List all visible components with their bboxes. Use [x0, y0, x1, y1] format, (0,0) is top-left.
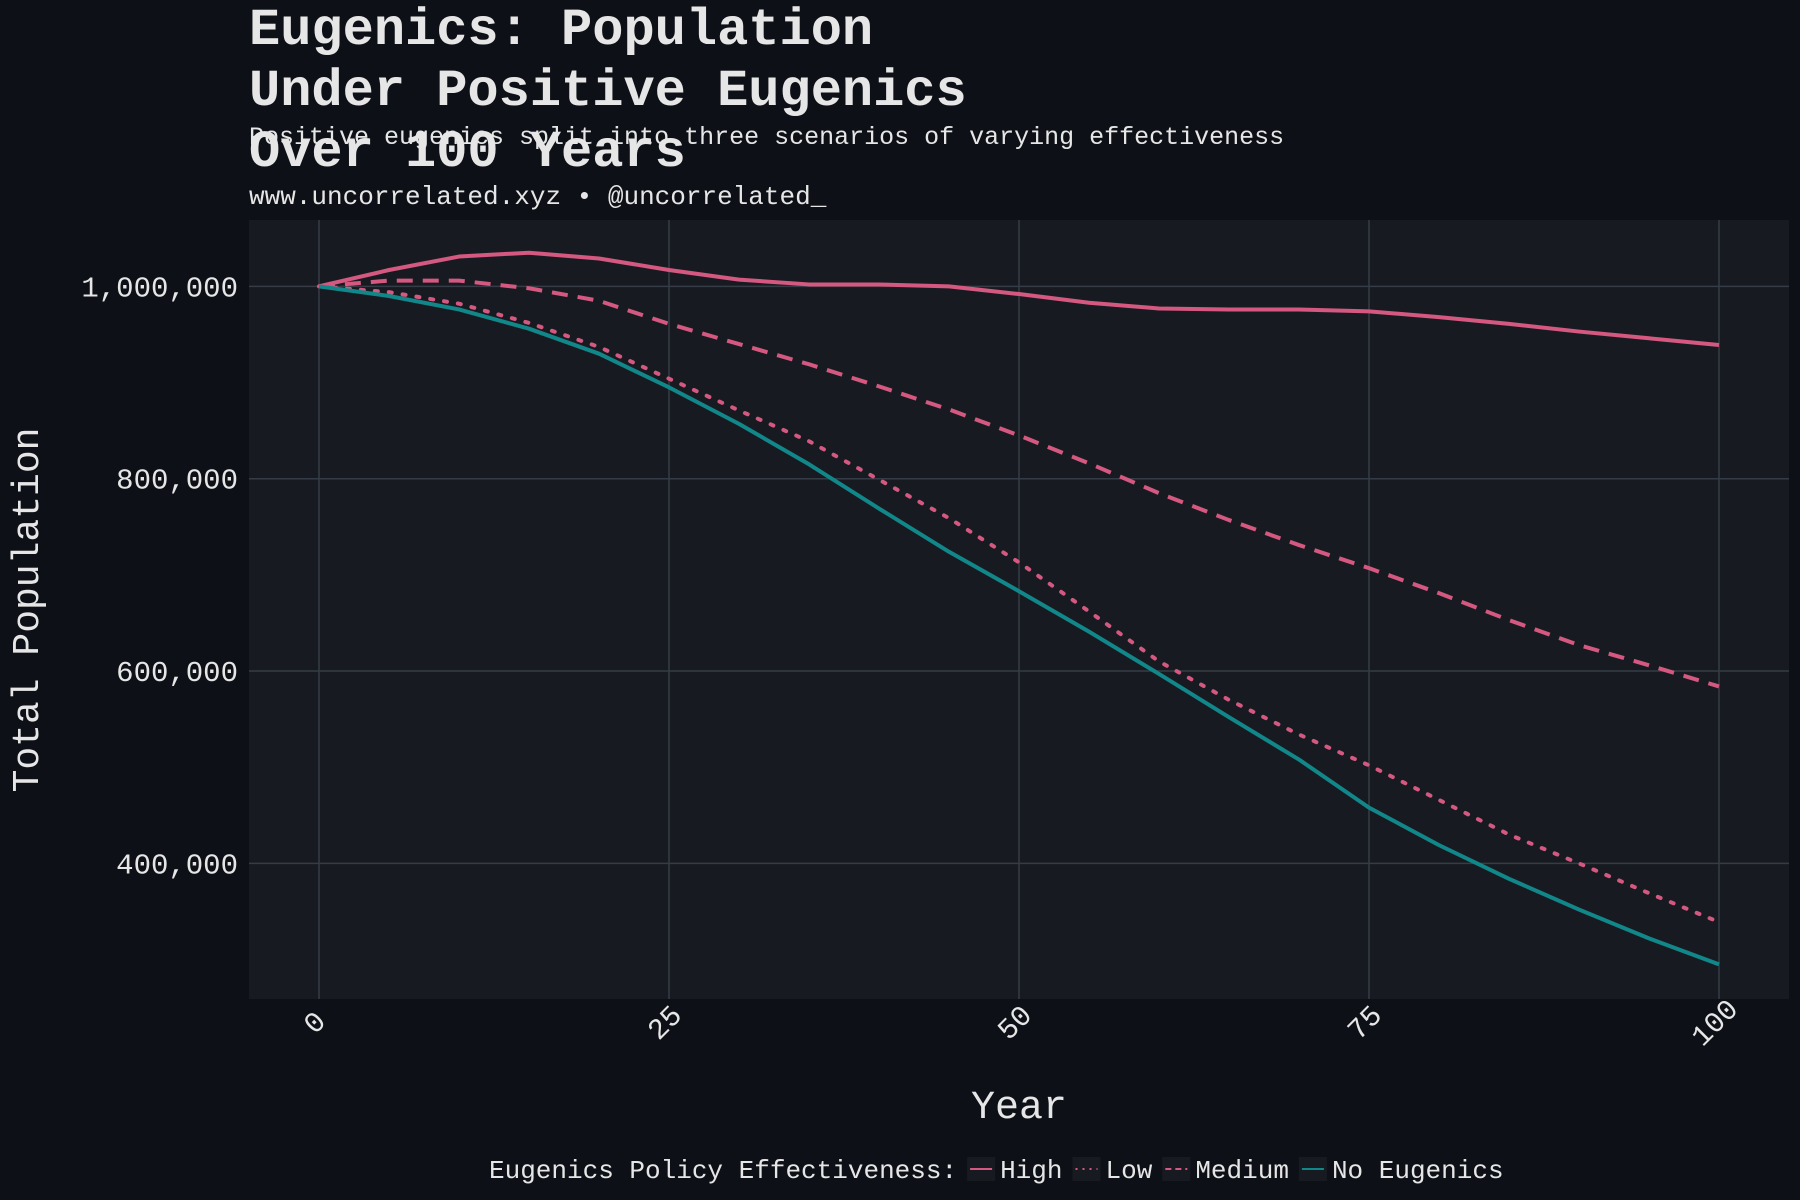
y-tick-label: 600,000 — [116, 657, 238, 690]
legend-label: Low — [1106, 1156, 1153, 1186]
chart-subtitle: Positive eugenics split into three scena… — [249, 123, 1284, 152]
legend-title: Eugenics Policy Effectiveness: — [489, 1156, 957, 1186]
legend-label: No Eugenics — [1332, 1156, 1504, 1186]
chart-title: Eugenics: Population Under Positive Eugen… — [249, 1, 967, 182]
y-tick-label: 400,000 — [116, 849, 238, 882]
y-tick-label: 1,000,000 — [81, 272, 238, 305]
data-line — [317, 284, 1721, 925]
legend-label: High — [1000, 1156, 1062, 1186]
data-line — [318, 278, 1720, 689]
legend-label: Medium — [1195, 1156, 1289, 1186]
x-axis-label: Year — [971, 1086, 1067, 1131]
y-tick-label: 800,000 — [116, 465, 238, 498]
chart-caption: www.uncorrelated.xyz • @uncorrelated_ — [249, 182, 827, 212]
y-axis-label: Total Population — [7, 428, 50, 793]
data-line — [318, 284, 1720, 967]
data-line — [318, 250, 1720, 348]
